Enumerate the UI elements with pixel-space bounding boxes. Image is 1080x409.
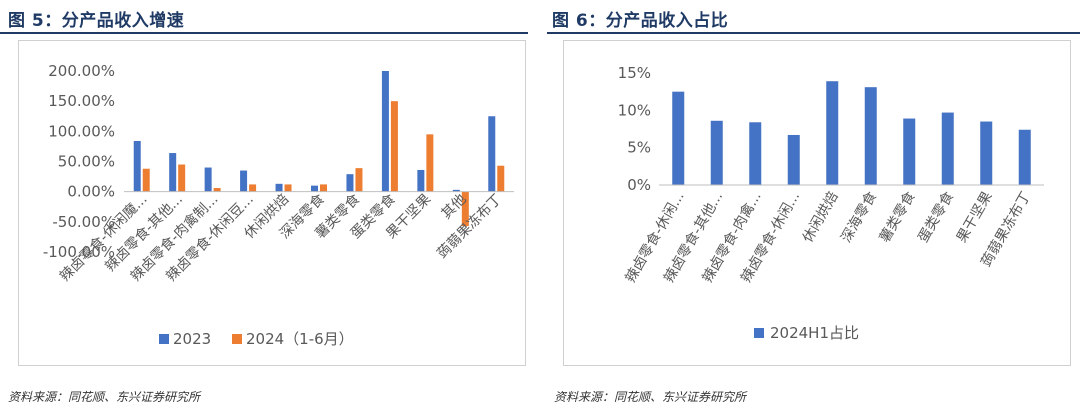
- bar-2024h1-9: [461, 191, 469, 227]
- chart-legend: 2024H1占比: [754, 324, 859, 342]
- bar-2024h1-6: [355, 168, 363, 192]
- bar-2023-7: [381, 71, 389, 192]
- y-tick-label: 200.00%: [48, 62, 115, 80]
- growth-bar-chart: 200.00% 150.00% 100.00% 50.00% 0.00% -50.00% -…: [43, 62, 514, 348]
- bar-2024h1-4: [284, 184, 292, 192]
- legend-swatch: [159, 334, 169, 344]
- y-tick-label: 0.00%: [67, 183, 115, 201]
- bar-2024h1-0: [142, 168, 150, 192]
- bar-2023-9: [452, 189, 460, 192]
- bar-share-5: [864, 87, 877, 185]
- bar-share-6: [903, 118, 916, 185]
- bar-2024h1-1: [178, 164, 186, 192]
- y-tick-label: 5%: [627, 139, 651, 157]
- share-bar-chart: 15%10%5%0%辣卤零食-休闲...辣卤零食-其他...辣卤零食-肉禽...…: [618, 64, 1044, 342]
- bar-2024h1-7: [390, 101, 398, 192]
- figure-6-title: 图 6：分产品收入占比: [552, 11, 729, 31]
- share-chart-frame: 15% 10% 5% 0% 辣卤零食-休闲... 辣卤零食-其他... 辣卤零食-肉禽...…: [563, 40, 1071, 366]
- bar-2023-4: [275, 183, 283, 192]
- bar-2023-8: [417, 169, 425, 192]
- x-category-label: 果干坚果: [954, 189, 996, 245]
- legend-swatch: [232, 334, 242, 344]
- y-tick-label: 50.00%: [58, 153, 115, 171]
- bar-share-9: [1018, 129, 1031, 185]
- legend-label: 2023: [173, 330, 211, 348]
- x-category-label: 薯类零食: [876, 189, 919, 246]
- bar-2023-6: [346, 174, 354, 192]
- bar-share-0: [672, 91, 685, 185]
- bar-2023-0: [133, 140, 141, 192]
- bar-2023-1: [169, 153, 177, 192]
- legend-swatch: [754, 328, 764, 338]
- legend-label: 2024H1占比: [770, 324, 859, 342]
- bar-2024h1-10: [497, 165, 505, 192]
- figure-5-title-rule: [0, 32, 528, 34]
- y-tick-label: -50.00%: [52, 213, 115, 231]
- figure-5-title: 图 5：分产品收入增速: [8, 11, 185, 31]
- bar-share-4: [826, 81, 839, 185]
- bar-2024h1-2: [213, 188, 221, 192]
- x-category-label: 休闲烘焙: [800, 189, 842, 245]
- x-category-label: 深海零食: [837, 189, 880, 246]
- bar-share-1: [710, 120, 723, 185]
- legend-label: 2024（1-6月）: [246, 330, 354, 348]
- bar-2023-5: [311, 185, 318, 192]
- x-category-label: 蒟蒻果冻布丁: [434, 190, 505, 261]
- y-tick-label: -100.00%: [43, 243, 115, 261]
- bar-share-8: [980, 121, 993, 185]
- x-category-label: 蛋类零食: [914, 189, 957, 246]
- bar-2023-3: [240, 170, 248, 192]
- bar-2023-10: [488, 116, 496, 192]
- figure-6-title-rule: [547, 32, 1080, 34]
- bar-share-7: [941, 112, 954, 185]
- bar-2024h1-5: [320, 184, 327, 192]
- y-tick-label: 100.00%: [48, 122, 115, 140]
- y-tick-label: 150.00%: [48, 92, 115, 110]
- growth-chart-frame: 200.00% 150.00% 100.00% 50.00% 0.00% -50.00% -…: [18, 40, 526, 366]
- y-tick-label: 15%: [618, 64, 651, 82]
- y-tick-label: 0%: [627, 176, 651, 194]
- figure-6-source: 资料来源：同花顺、东兴证券研究所: [554, 390, 747, 404]
- bar-share-2: [749, 122, 762, 185]
- y-tick-label: 10%: [618, 101, 651, 119]
- bar-share-3: [787, 134, 800, 185]
- figure-5-source: 资料来源：同花顺、东兴证券研究所: [8, 390, 201, 404]
- bar-2024h1-8: [426, 134, 434, 192]
- bar-2023-2: [204, 167, 212, 192]
- bar-2024h1-3: [249, 184, 257, 192]
- chart-legend: 2023 2024（1-6月）: [159, 330, 354, 348]
